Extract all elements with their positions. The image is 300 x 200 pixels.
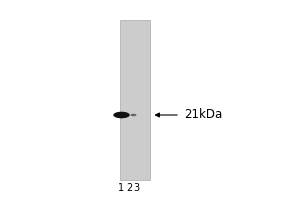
Ellipse shape <box>130 114 136 116</box>
Ellipse shape <box>113 112 130 118</box>
Text: 21kDa: 21kDa <box>184 108 223 121</box>
Text: 2: 2 <box>126 183 132 193</box>
Bar <box>120 20 150 180</box>
Text: 1: 1 <box>118 183 124 193</box>
Text: 3: 3 <box>134 183 140 193</box>
